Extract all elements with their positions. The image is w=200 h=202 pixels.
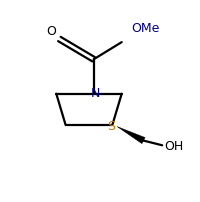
Text: N: N [90, 87, 99, 100]
Text: OMe: OMe [130, 22, 159, 35]
Text: O: O [46, 25, 56, 38]
Text: S: S [106, 120, 114, 133]
Polygon shape [116, 127, 144, 144]
Text: OH: OH [163, 139, 182, 152]
